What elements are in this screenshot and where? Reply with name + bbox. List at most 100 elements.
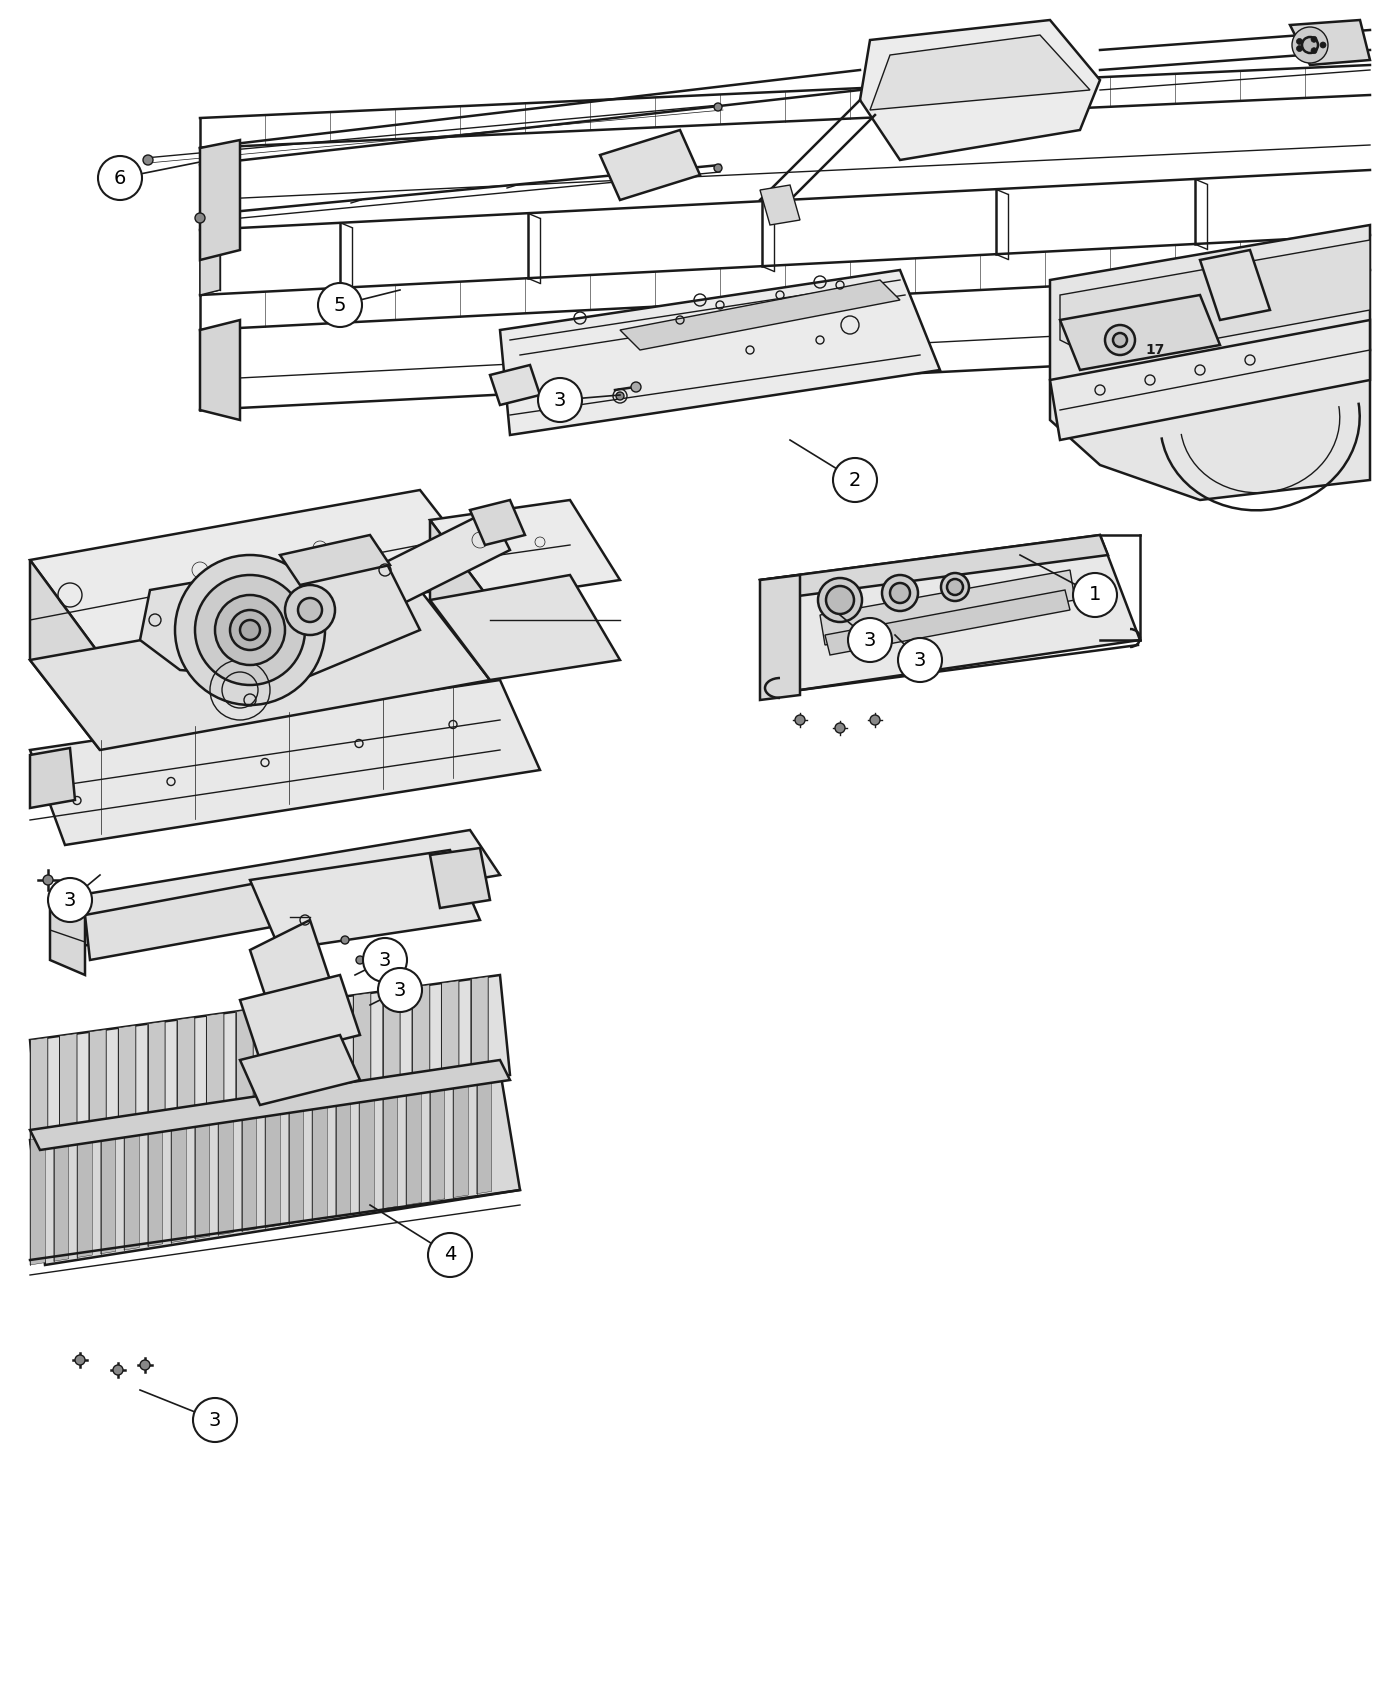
Polygon shape	[760, 185, 799, 224]
Circle shape	[195, 575, 305, 685]
Polygon shape	[1289, 20, 1371, 65]
Circle shape	[175, 554, 325, 706]
Polygon shape	[441, 981, 459, 1085]
Polygon shape	[1050, 224, 1371, 500]
Circle shape	[428, 1232, 472, 1277]
Text: 3: 3	[379, 950, 391, 969]
Polygon shape	[200, 139, 239, 260]
Polygon shape	[29, 590, 490, 750]
Circle shape	[538, 377, 582, 422]
Circle shape	[216, 595, 286, 665]
Polygon shape	[29, 1137, 45, 1265]
Polygon shape	[454, 1074, 468, 1197]
Circle shape	[1310, 36, 1317, 42]
Circle shape	[1105, 325, 1135, 355]
Polygon shape	[860, 20, 1100, 160]
Circle shape	[98, 156, 141, 201]
Polygon shape	[430, 1078, 445, 1202]
Polygon shape	[280, 536, 391, 585]
Text: 3: 3	[64, 891, 76, 910]
Circle shape	[714, 163, 722, 172]
Polygon shape	[312, 1096, 328, 1221]
Polygon shape	[200, 224, 220, 296]
Polygon shape	[59, 1034, 77, 1141]
Polygon shape	[88, 1030, 106, 1136]
Circle shape	[1320, 42, 1326, 48]
Circle shape	[941, 573, 969, 602]
Text: 3: 3	[393, 981, 406, 1000]
Circle shape	[140, 1360, 150, 1370]
Polygon shape	[239, 1035, 360, 1105]
Circle shape	[1296, 46, 1302, 51]
Polygon shape	[218, 1110, 234, 1234]
Circle shape	[193, 1397, 237, 1442]
Polygon shape	[825, 590, 1070, 654]
Polygon shape	[760, 575, 799, 700]
Polygon shape	[470, 976, 489, 1080]
Polygon shape	[29, 1037, 48, 1146]
Polygon shape	[251, 850, 480, 950]
Circle shape	[143, 155, 153, 165]
Text: 6: 6	[113, 168, 126, 187]
Circle shape	[795, 716, 805, 724]
Text: 3: 3	[554, 391, 566, 410]
Polygon shape	[620, 280, 900, 350]
Polygon shape	[1060, 240, 1371, 360]
Polygon shape	[760, 536, 1107, 600]
Polygon shape	[430, 520, 490, 680]
Text: 1: 1	[1089, 585, 1102, 605]
Circle shape	[833, 457, 876, 501]
Polygon shape	[430, 848, 490, 908]
Circle shape	[48, 877, 92, 921]
Circle shape	[946, 580, 963, 595]
Polygon shape	[820, 570, 1075, 644]
Polygon shape	[336, 1091, 351, 1216]
Circle shape	[1072, 573, 1117, 617]
Polygon shape	[241, 1107, 256, 1231]
Polygon shape	[601, 129, 700, 201]
Text: 3: 3	[209, 1411, 221, 1430]
Polygon shape	[29, 976, 510, 1146]
Polygon shape	[490, 366, 540, 405]
Polygon shape	[430, 500, 620, 600]
Polygon shape	[171, 1117, 186, 1243]
Polygon shape	[760, 536, 1140, 690]
Circle shape	[113, 1365, 123, 1375]
Circle shape	[230, 610, 270, 649]
Circle shape	[1302, 37, 1317, 53]
Polygon shape	[500, 270, 939, 435]
Polygon shape	[206, 1013, 224, 1119]
Polygon shape	[29, 1069, 519, 1265]
Circle shape	[378, 967, 421, 1012]
Text: 2: 2	[848, 471, 861, 490]
Polygon shape	[29, 680, 540, 845]
Circle shape	[239, 620, 260, 639]
Circle shape	[631, 382, 641, 393]
Polygon shape	[251, 920, 330, 1010]
Text: 17: 17	[1145, 343, 1165, 357]
Circle shape	[890, 583, 910, 604]
Circle shape	[371, 954, 379, 962]
Polygon shape	[195, 1114, 210, 1239]
Circle shape	[318, 282, 363, 326]
Polygon shape	[118, 1025, 136, 1132]
Circle shape	[818, 578, 862, 622]
Polygon shape	[288, 1100, 304, 1224]
Circle shape	[1310, 48, 1317, 54]
Circle shape	[848, 619, 892, 661]
Circle shape	[834, 722, 846, 733]
Circle shape	[1296, 39, 1302, 44]
Circle shape	[897, 638, 942, 682]
Polygon shape	[239, 976, 360, 1061]
Circle shape	[616, 393, 624, 400]
Circle shape	[826, 586, 854, 614]
Polygon shape	[53, 1134, 69, 1261]
Polygon shape	[1050, 320, 1371, 440]
Circle shape	[286, 585, 335, 636]
Polygon shape	[147, 1120, 162, 1246]
Polygon shape	[265, 1103, 280, 1227]
Circle shape	[342, 937, 349, 944]
Text: 3: 3	[864, 631, 876, 649]
Polygon shape	[1200, 250, 1270, 320]
Circle shape	[298, 598, 322, 622]
